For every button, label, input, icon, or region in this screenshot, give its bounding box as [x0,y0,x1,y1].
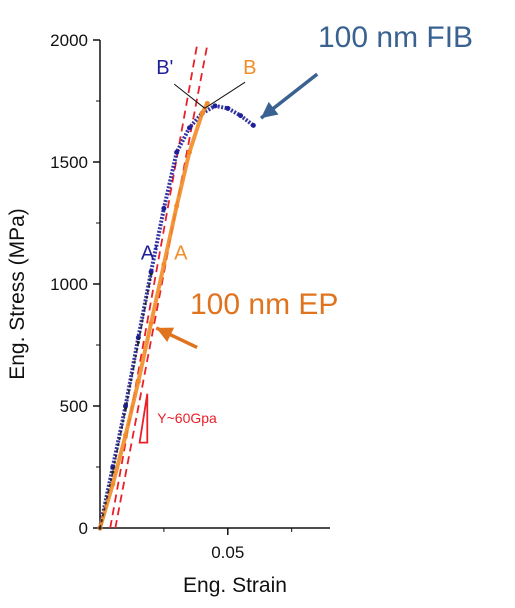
modulus-fit-line [109,44,198,529]
fib-data-point [161,205,167,211]
black-fit-data-point [111,470,115,474]
point-b-prime-label: B' [156,57,173,79]
ep-data-point [148,320,154,326]
y-tick-label: 500 [60,397,88,416]
black-fit-data-point [149,272,153,276]
ep-series-line [98,102,210,529]
fib-data-point [238,113,244,119]
modulus-fit-line [114,44,209,529]
point-a-label: A [174,243,188,265]
fib-data-point [212,103,218,109]
y-tick-label: 2000 [50,31,88,50]
y-axis-title: Eng. Stress (MPa) [6,208,29,380]
ep-data-point [204,100,210,106]
modulus-triangle [138,393,149,444]
x-axis-title: Eng. Strain [183,574,287,597]
point-b-label: B [243,57,256,79]
annotations: 100 nm FIB 100 nm EP A' A B' B Y~60Gpa [138,21,473,444]
modulus-label: Y~60Gpa [157,410,217,426]
axes: 0 500 1000 1500 2000 0.05 [50,31,330,562]
fib-data-point [250,122,256,128]
ep-data-point [123,432,129,438]
data-series [97,100,256,531]
fib-data-point [225,105,231,111]
y-tick-label: 1000 [50,275,88,294]
ep-data-point [174,203,180,209]
black-fit-data-point [98,526,102,530]
ep-data-point [135,379,141,385]
fib-data-point [148,269,154,275]
black-fit-data-point [124,406,128,410]
black-fit-data-point [136,341,140,345]
fib-data-point [186,125,192,131]
fib-data-point [174,149,180,155]
ep-data-point [161,261,167,267]
b-prime-leader-line [173,83,206,109]
b-leader-line [204,81,246,109]
ep-data-point [199,110,205,116]
point-a-prime-label: A' [141,243,158,265]
ep-sample-label: 100 nm EP [190,288,338,321]
fib-arrow-head [261,101,279,119]
fib-sample-label: 100 nm FIB [318,21,473,54]
ep-data-point [110,481,116,487]
x-tick-label: 0.05 [211,543,244,562]
y-tick-label: 1500 [50,153,88,172]
y-tick-label: 0 [79,519,88,538]
ep-data-point [186,149,192,155]
ep-arrow-head [156,327,175,343]
